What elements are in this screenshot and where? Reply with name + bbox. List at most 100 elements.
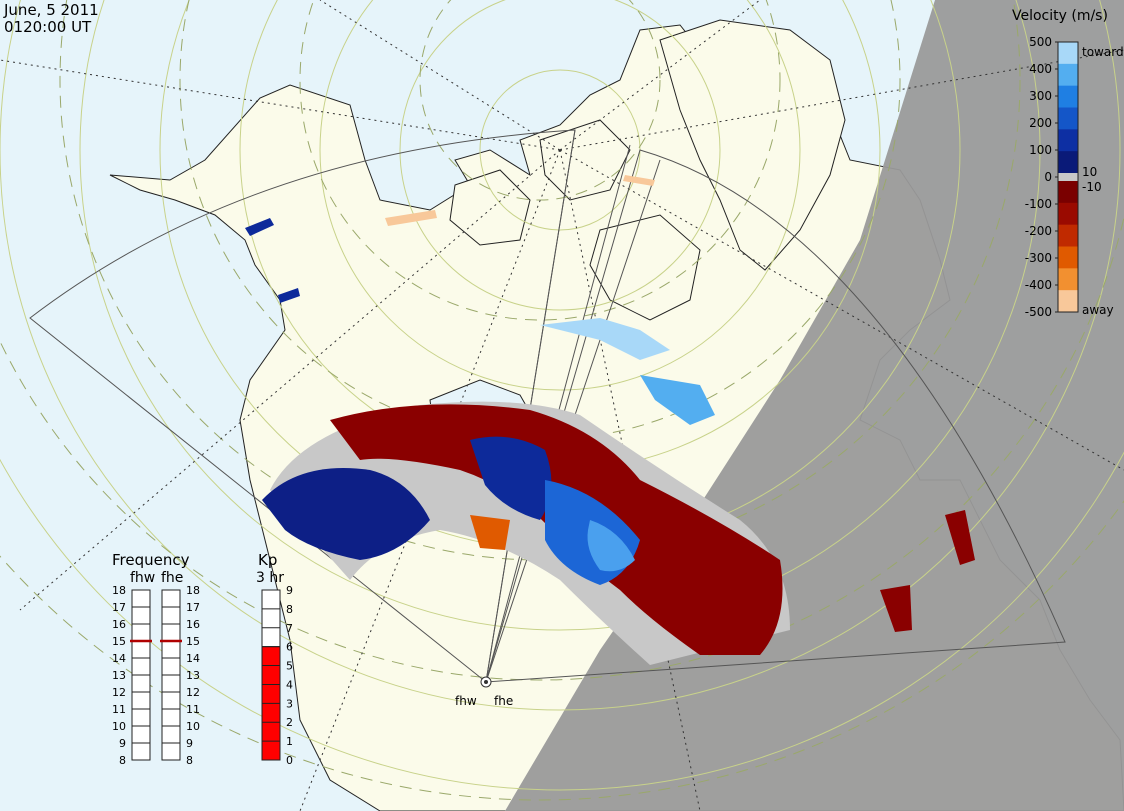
velocity-tick: 200 — [1029, 116, 1052, 130]
toward-echo-central — [470, 436, 552, 520]
frequency-tick-left: 18 — [112, 584, 126, 597]
frequency-tick-right: 16 — [186, 618, 200, 631]
velocity-swatch-toward-2 — [1058, 85, 1078, 108]
blue-alaska-patch — [245, 218, 274, 236]
toward-echo-east-light — [587, 520, 635, 572]
frequency-tick-left: 9 — [119, 737, 126, 750]
velocity-swatch-away-3 — [1058, 246, 1078, 269]
velocity-toward-label: toward — [1082, 45, 1124, 59]
velocity-tick: 300 — [1029, 89, 1052, 103]
arctic-island-3 — [589, 214, 701, 321]
frequency-tick-right: 11 — [186, 703, 200, 716]
kp-tick: 0 — [286, 754, 293, 767]
frequency-tick-right: 15 — [186, 635, 200, 648]
kp-subtitle: 3 hr — [256, 570, 284, 586]
fov-fhe — [485, 149, 1066, 683]
velocity-away-label: away — [1082, 303, 1114, 317]
frequency-tick-right: 12 — [186, 686, 200, 699]
frequency-tick-right: 18 — [186, 584, 200, 597]
frequency-tick-left: 15 — [112, 635, 126, 648]
kp-grid-lines — [262, 589, 280, 761]
velocity-swatch-away-2 — [1058, 224, 1078, 247]
kp-tick: 9 — [286, 584, 293, 597]
velocity-tick: -400 — [1025, 278, 1052, 292]
kp-tick: 8 — [286, 603, 293, 616]
frequency-tick-right: 8 — [186, 754, 193, 767]
velocity-tick: 500 — [1029, 35, 1052, 49]
velocity-tick: 100 — [1029, 143, 1052, 157]
velocity-tick: -100 — [1025, 197, 1052, 211]
light-toward-arc — [540, 318, 670, 360]
velocity-scale-title: Velocity (m/s) — [1012, 8, 1108, 24]
kp-title: Kp — [258, 551, 277, 569]
kp-tick: 6 — [286, 641, 293, 654]
kp-tick: 4 — [286, 678, 293, 691]
velocity-tick: -200 — [1025, 224, 1052, 238]
frequency-tick-left: 12 — [112, 686, 126, 699]
velocity-scale: Velocity (m/s) 500 400 300 200 100 0 -100 -200 -… — [1012, 8, 1124, 319]
echo-patches — [245, 175, 975, 665]
velocity-inner-tick-pos: 10 — [1082, 165, 1097, 179]
velocity-inner-tick-neg: -10 — [1082, 180, 1102, 194]
velocity-swatch-away-5 — [1058, 290, 1078, 313]
blue-coast-patch — [278, 288, 300, 303]
header-date: June, 5 2011 — [3, 1, 99, 19]
velocity-swatch-toward-0 — [1058, 42, 1078, 65]
frequency-tick-right: 14 — [186, 652, 200, 665]
orange-echo — [470, 515, 510, 550]
velocity-swatch-toward-3 — [1058, 107, 1078, 130]
red-east-patch-2 — [880, 585, 912, 632]
frequency-tick-left: 10 — [112, 720, 126, 733]
frequency-tick-left: 14 — [112, 652, 126, 665]
frequency-radar-fhe: fhe — [161, 570, 183, 586]
pale-arctic-patch — [385, 210, 437, 226]
kp-tick: 5 — [286, 660, 293, 673]
red-east-patch — [945, 510, 975, 565]
frequency-tick-left: 16 — [112, 618, 126, 631]
kp-tick: 3 — [286, 697, 293, 710]
kp-panel: Kp 3 hr 9 8 7 6 5 4 3 2 1 0 — [256, 551, 293, 767]
frequency-tick-left: 8 — [119, 754, 126, 767]
kp-tick: 1 — [286, 735, 293, 748]
velocity-swatch-toward-5 — [1058, 151, 1078, 174]
velocity-swatch-away-1 — [1058, 202, 1078, 226]
frequency-radar-fhw: fhw — [130, 570, 155, 586]
kp-tick-labels: 9 8 7 6 5 4 3 2 1 0 — [286, 584, 293, 767]
velocity-tick: 0 — [1044, 170, 1052, 184]
light-toward-patch — [640, 375, 715, 425]
frequency-tick-right: 10 — [186, 720, 200, 733]
velocity-tick: -500 — [1025, 305, 1052, 319]
greenland-land — [659, 19, 846, 271]
velocity-swatch-away-0 — [1058, 181, 1078, 204]
velocity-tick: 400 — [1029, 62, 1052, 76]
fov-fhw — [29, 129, 576, 683]
frequency-tick-left: 11 — [112, 703, 126, 716]
velocity-swatch-toward-1 — [1058, 63, 1078, 87]
velocity-tick: -300 — [1025, 251, 1052, 265]
frequency-title: Frequency — [112, 551, 190, 569]
toward-echo-west — [262, 468, 430, 560]
frequency-tick-left: 13 — [112, 669, 126, 682]
radar-label-fhe: fhe — [494, 694, 513, 708]
frequency-tick-right: 9 — [186, 737, 193, 750]
radar-site-dot — [484, 680, 488, 684]
velocity-swatch-toward-4 — [1058, 129, 1078, 152]
pale-patch-2 — [623, 175, 655, 186]
latitude-grid — [0, 0, 1124, 791]
arctic-island-1 — [449, 169, 531, 246]
frequency-panel: Frequency fhw fhe 18 18 17 17 16 16 15 15 14 14 13… — [112, 551, 200, 767]
velocity-swatch-away-4 — [1058, 268, 1078, 291]
frequency-tick-right: 17 — [186, 601, 200, 614]
header-time: 0120:00 UT — [4, 18, 92, 36]
frequency-tick-labels: 18 18 17 17 16 16 15 15 14 14 13 13 12 12 11 11 10 10 9 9 8 8 — [112, 584, 200, 767]
radar-label-fhw: fhw — [455, 694, 477, 708]
velocity-color-bar — [1057, 41, 1079, 313]
velocity-swatch-zero — [1058, 173, 1078, 181]
frequency-tick-right: 13 — [186, 669, 200, 682]
frequency-grid-lines — [132, 589, 180, 761]
velocity-tick-labels: 500 400 300 200 100 0 -100 -200 -300 -400 -500 — [1025, 35, 1058, 319]
frequency-tick-left: 17 — [112, 601, 126, 614]
kp-tick: 7 — [286, 622, 293, 635]
